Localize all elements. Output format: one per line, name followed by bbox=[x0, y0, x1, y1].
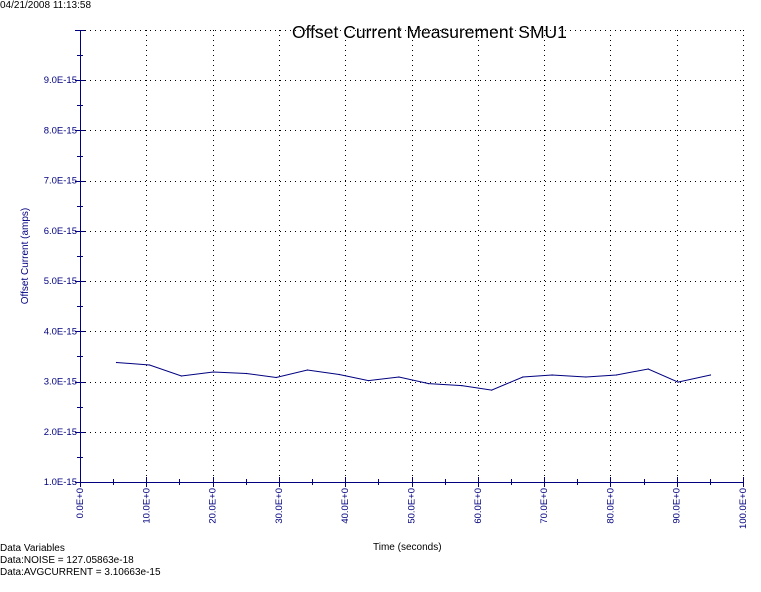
data-point bbox=[149, 364, 151, 366]
data-point bbox=[647, 368, 649, 370]
data-point bbox=[551, 374, 553, 376]
x-tick-label: 0.0E+0 bbox=[75, 488, 86, 518]
data-point bbox=[367, 380, 369, 382]
series-group bbox=[115, 361, 712, 391]
data-point bbox=[398, 376, 400, 378]
y-tick-label: 3.0E-15 bbox=[44, 377, 77, 388]
avgcurrent-variable: Data:AVGCURRENT = 3.10663e-15 bbox=[0, 567, 161, 578]
data-variables-heading: Data Variables bbox=[0, 543, 65, 554]
x-tick-label: 50.0E+0 bbox=[407, 488, 418, 524]
data-point bbox=[115, 361, 118, 364]
x-tick-labels: 0.0E+0 10.0E+0 20.0E+0 30.0E+0 40.0E+0 50.0E+… bbox=[75, 488, 749, 529]
data-point bbox=[338, 373, 340, 376]
data-point bbox=[275, 376, 277, 379]
y-tick-label: 1.0E-15 bbox=[44, 477, 77, 488]
x-tick-label: 100.0E+0 bbox=[738, 488, 749, 529]
tick-marks bbox=[75, 30, 744, 487]
y-tick-label: 6.0E-15 bbox=[44, 226, 77, 237]
data-point bbox=[461, 385, 463, 387]
x-axis-label: Time (seconds) bbox=[373, 542, 442, 553]
data-point bbox=[522, 376, 524, 378]
x-tick-label: 10.0E+0 bbox=[141, 488, 152, 524]
timestamp: 04/21/2008 11:13:58 bbox=[0, 0, 92, 11]
y-tick-labels: 1.0E-15 2.0E-15 3.0E-15 4.0E-15 5.0E-15 6.0E-… bbox=[44, 75, 77, 488]
y-axis-label: Offset Current (amps) bbox=[20, 208, 31, 305]
y-tick-label: 5.0E-15 bbox=[44, 276, 77, 287]
data-point bbox=[180, 375, 182, 377]
chart-title: Offset Current Measurement SMU1 bbox=[292, 22, 567, 42]
y-tick-label: 2.0E-15 bbox=[44, 427, 77, 438]
axes bbox=[80, 30, 743, 483]
data-variables: Data Variables Data:NOISE = 127.05863e-1… bbox=[0, 543, 161, 579]
y-tick-label: 8.0E-15 bbox=[44, 125, 77, 136]
y-tick-label: 4.0E-15 bbox=[44, 326, 77, 337]
x-tick-label: 70.0E+0 bbox=[539, 488, 550, 524]
data-point bbox=[428, 383, 430, 385]
grid bbox=[80, 30, 744, 482]
data-point bbox=[677, 381, 679, 383]
y-tick-label: 7.0E-15 bbox=[44, 176, 77, 187]
x-tick-label: 60.0E+0 bbox=[473, 488, 484, 524]
x-tick-label: 30.0E+0 bbox=[274, 488, 285, 524]
data-point bbox=[212, 371, 214, 373]
data-point bbox=[709, 374, 712, 376]
data-point bbox=[306, 369, 308, 371]
noise-variable: Data:NOISE = 127.05863e-18 bbox=[0, 555, 134, 566]
x-tick-label: 90.0E+0 bbox=[672, 488, 683, 524]
y-tick-label: 9.0E-15 bbox=[44, 75, 77, 86]
x-tick-label: 20.0E+0 bbox=[208, 488, 219, 524]
data-point bbox=[491, 389, 493, 391]
data-point bbox=[615, 374, 618, 376]
data-point bbox=[245, 372, 247, 375]
x-tick-label: 80.0E+0 bbox=[605, 488, 616, 524]
x-tick-label: 40.0E+0 bbox=[340, 488, 351, 524]
series-line bbox=[116, 362, 711, 391]
data-point bbox=[585, 376, 587, 378]
